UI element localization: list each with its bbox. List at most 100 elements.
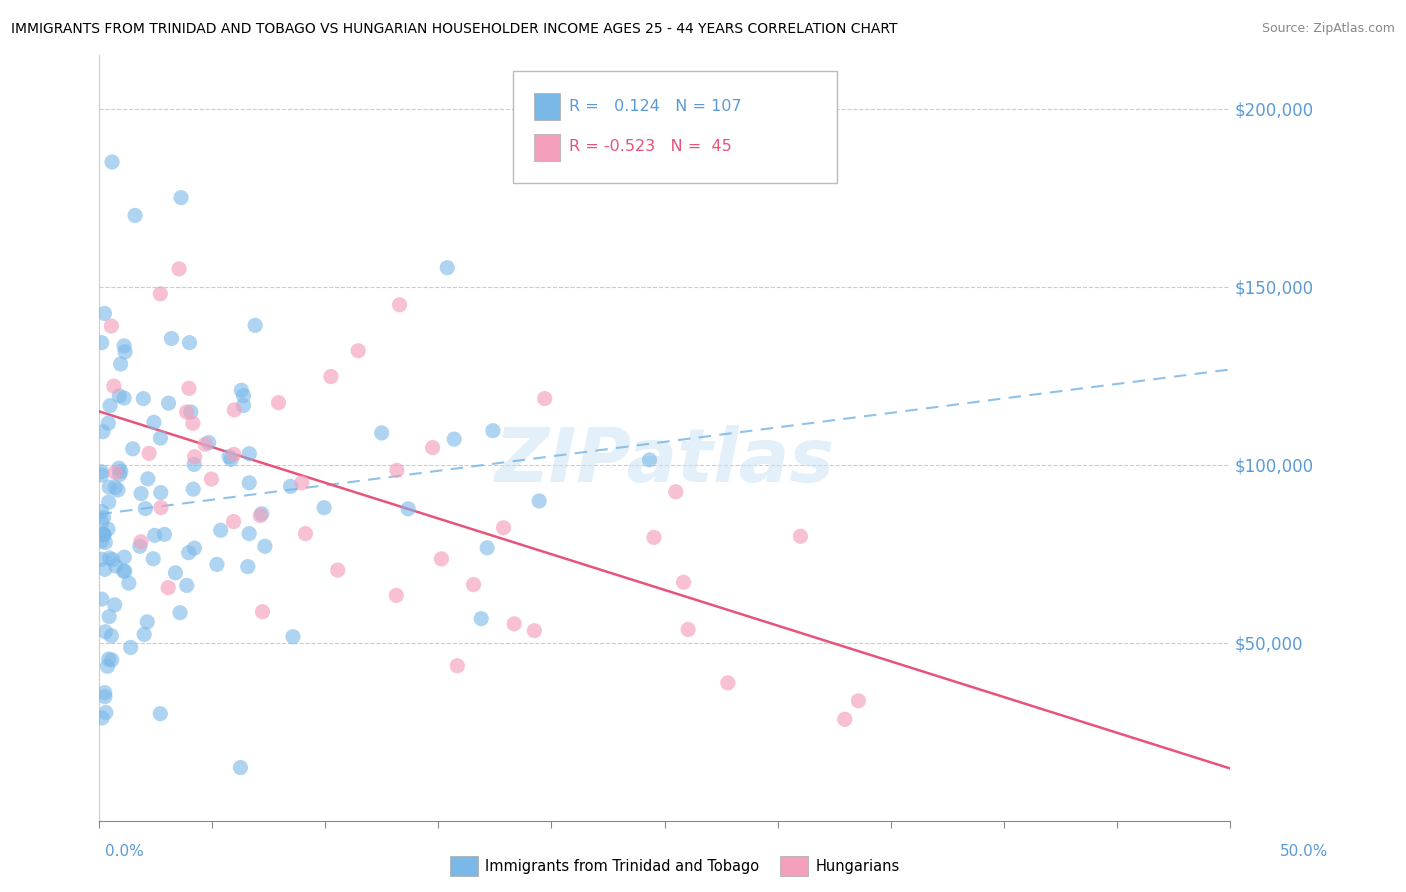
- Point: [238, 475, 260, 490]
- Point: [291, 475, 314, 490]
- Point: [238, 526, 260, 541]
- Point: [118, 576, 141, 591]
- Text: Immigrants from Trinidad and Tobago: Immigrants from Trinidad and Tobago: [485, 859, 759, 873]
- Point: [98, 609, 121, 624]
- Point: [197, 435, 219, 450]
- Point: [347, 343, 370, 358]
- Point: [231, 384, 253, 398]
- Point: [676, 623, 699, 637]
- Point: [104, 481, 127, 495]
- Point: [503, 616, 526, 631]
- Point: [533, 392, 555, 406]
- Point: [463, 577, 485, 591]
- Point: [94, 706, 117, 720]
- Point: [149, 706, 172, 721]
- Text: R = -0.523   N =  45: R = -0.523 N = 45: [569, 139, 733, 153]
- Point: [194, 437, 217, 451]
- Point: [326, 563, 349, 577]
- Point: [114, 344, 136, 359]
- Point: [101, 155, 124, 169]
- Point: [96, 659, 118, 673]
- Point: [93, 527, 115, 541]
- Point: [90, 534, 112, 549]
- Point: [219, 452, 242, 467]
- Point: [252, 605, 274, 619]
- Point: [90, 468, 112, 483]
- Point: [181, 417, 204, 431]
- Point: [249, 508, 271, 523]
- Point: [90, 335, 112, 350]
- Point: [396, 501, 419, 516]
- Point: [100, 653, 122, 667]
- Text: R =   0.124   N = 107: R = 0.124 N = 107: [569, 99, 742, 113]
- Point: [157, 581, 180, 595]
- Point: [436, 260, 458, 275]
- Point: [153, 527, 176, 541]
- Point: [492, 521, 515, 535]
- Point: [238, 447, 260, 461]
- Text: 0.0%: 0.0%: [105, 845, 145, 859]
- Point: [229, 760, 252, 774]
- Point: [97, 652, 120, 666]
- Point: [94, 535, 117, 549]
- Point: [848, 694, 870, 708]
- Point: [110, 464, 132, 478]
- Point: [267, 395, 290, 409]
- Point: [100, 629, 122, 643]
- Point: [665, 484, 688, 499]
- Point: [93, 527, 115, 541]
- Point: [134, 627, 156, 641]
- Point: [250, 507, 273, 521]
- Point: [149, 500, 172, 515]
- Point: [129, 534, 152, 549]
- Point: [120, 640, 142, 655]
- Point: [160, 331, 183, 345]
- Point: [232, 399, 254, 413]
- Point: [97, 495, 120, 509]
- Point: [97, 416, 120, 430]
- Point: [523, 624, 546, 638]
- Point: [170, 191, 193, 205]
- Point: [422, 441, 444, 455]
- Point: [388, 298, 411, 312]
- Point: [176, 578, 198, 592]
- Point: [100, 319, 122, 334]
- Point: [104, 598, 127, 612]
- Point: [482, 424, 505, 438]
- Point: [103, 379, 125, 393]
- Point: [108, 467, 131, 482]
- Point: [167, 261, 190, 276]
- Point: [319, 369, 342, 384]
- Text: Source: ZipAtlas.com: Source: ZipAtlas.com: [1261, 22, 1395, 36]
- Point: [121, 442, 143, 456]
- Point: [107, 483, 129, 497]
- Point: [527, 494, 550, 508]
- Point: [94, 624, 117, 639]
- Point: [136, 615, 159, 629]
- Point: [114, 564, 136, 578]
- Point: [98, 480, 121, 494]
- Point: [94, 562, 117, 576]
- Point: [183, 458, 205, 472]
- Point: [136, 472, 159, 486]
- Point: [90, 516, 112, 530]
- Point: [138, 446, 160, 460]
- Point: [218, 450, 240, 464]
- Point: [446, 658, 468, 673]
- Point: [169, 606, 191, 620]
- Point: [93, 527, 115, 541]
- Point: [94, 690, 117, 704]
- Point: [180, 405, 202, 419]
- Point: [177, 381, 200, 395]
- Point: [789, 529, 811, 543]
- Point: [179, 335, 201, 350]
- Point: [205, 558, 228, 572]
- Text: Hungarians: Hungarians: [815, 859, 900, 873]
- Point: [281, 630, 304, 644]
- Point: [129, 486, 152, 500]
- Point: [638, 453, 661, 467]
- Point: [149, 286, 172, 301]
- Point: [90, 465, 112, 479]
- Point: [717, 676, 740, 690]
- Point: [143, 528, 166, 542]
